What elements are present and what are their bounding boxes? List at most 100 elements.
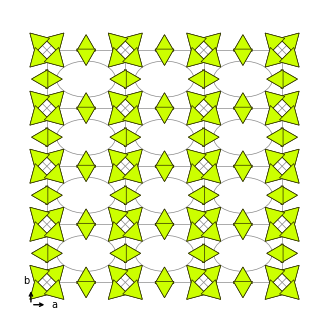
Polygon shape [110,128,126,146]
Polygon shape [265,91,285,111]
Polygon shape [77,49,95,66]
Polygon shape [30,91,50,111]
Polygon shape [187,149,206,169]
Polygon shape [155,209,174,225]
Polygon shape [201,163,221,183]
Polygon shape [201,207,221,227]
Polygon shape [187,280,206,299]
Polygon shape [201,47,221,67]
Polygon shape [203,128,219,146]
Polygon shape [44,222,64,241]
Polygon shape [187,207,206,227]
Polygon shape [108,33,128,53]
Polygon shape [279,106,299,125]
Polygon shape [234,151,252,167]
Polygon shape [46,244,62,263]
Polygon shape [123,265,142,285]
Polygon shape [77,107,95,123]
Polygon shape [267,70,283,89]
Polygon shape [279,33,299,53]
Polygon shape [108,33,128,53]
Polygon shape [110,70,126,89]
Polygon shape [155,209,174,225]
Polygon shape [189,186,205,205]
Polygon shape [123,47,142,67]
Polygon shape [187,47,206,67]
Polygon shape [124,244,140,263]
Polygon shape [234,267,252,283]
Polygon shape [234,107,252,123]
Polygon shape [234,267,252,283]
Polygon shape [187,222,206,241]
Polygon shape [187,149,206,169]
Polygon shape [46,186,62,205]
Polygon shape [155,165,174,181]
Polygon shape [30,265,50,285]
Polygon shape [279,149,299,169]
Polygon shape [201,222,221,241]
Polygon shape [187,265,206,285]
Polygon shape [123,222,142,241]
Polygon shape [44,280,64,299]
Polygon shape [201,106,221,125]
Polygon shape [30,33,50,53]
Polygon shape [155,151,174,167]
Polygon shape [201,207,221,227]
Polygon shape [234,209,252,225]
Polygon shape [108,280,128,299]
Polygon shape [265,33,285,53]
Polygon shape [77,93,95,109]
Polygon shape [30,222,50,241]
Polygon shape [77,35,95,51]
Polygon shape [279,163,299,183]
Polygon shape [108,91,128,111]
Polygon shape [187,91,206,111]
Polygon shape [30,91,50,111]
Polygon shape [77,223,95,240]
Polygon shape [108,91,128,111]
Polygon shape [201,106,221,125]
Polygon shape [46,128,62,146]
Polygon shape [123,222,142,241]
Polygon shape [201,91,221,111]
Polygon shape [234,281,252,298]
Polygon shape [203,244,219,263]
Polygon shape [201,47,221,67]
Polygon shape [267,244,283,263]
Polygon shape [110,70,126,89]
Polygon shape [108,280,128,299]
Polygon shape [265,265,285,285]
Polygon shape [265,47,285,67]
Polygon shape [267,186,283,205]
Polygon shape [187,265,206,285]
Polygon shape [265,91,285,111]
Polygon shape [189,244,205,263]
Polygon shape [124,128,140,146]
Polygon shape [189,186,205,205]
Polygon shape [234,281,252,298]
Polygon shape [279,222,299,241]
Polygon shape [30,163,50,183]
Polygon shape [30,222,50,241]
Polygon shape [30,106,50,125]
Polygon shape [44,47,64,67]
Polygon shape [279,47,299,67]
Polygon shape [44,106,64,125]
Polygon shape [279,47,299,67]
Polygon shape [123,163,142,183]
Polygon shape [189,128,205,146]
Polygon shape [281,244,297,263]
Polygon shape [44,265,64,285]
Polygon shape [123,106,142,125]
Polygon shape [203,128,219,146]
Polygon shape [123,207,142,227]
Polygon shape [46,70,62,89]
Polygon shape [30,47,50,67]
Polygon shape [187,280,206,299]
Polygon shape [187,222,206,241]
Polygon shape [279,91,299,111]
Polygon shape [265,149,285,169]
Polygon shape [279,149,299,169]
Polygon shape [267,128,283,146]
Polygon shape [44,91,64,111]
